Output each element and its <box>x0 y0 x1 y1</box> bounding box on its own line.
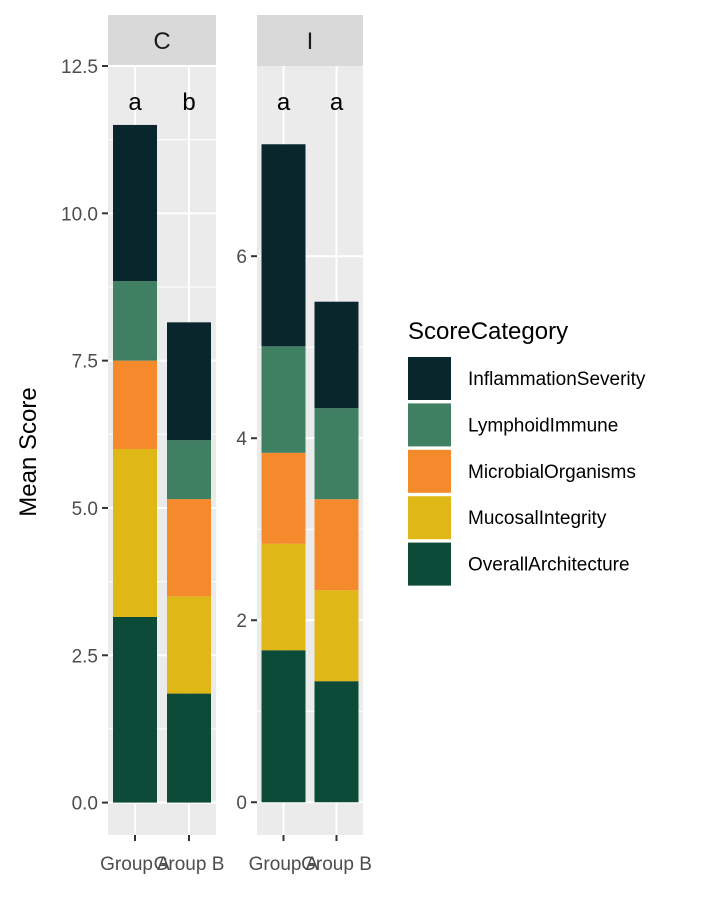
y-tick-label: 4 <box>236 429 247 450</box>
legend-key-MicrobialOrganisms <box>408 449 451 493</box>
y-tick-label: 10.0 <box>61 204 98 225</box>
bar-MucosalIntegrity-Group-B <box>167 596 211 694</box>
y-axis-label: Mean Score <box>15 387 42 516</box>
x-tick-label: Group A <box>100 854 170 875</box>
bar-MicrobialOrganisms-Group-A <box>261 452 306 544</box>
bar-MicrobialOrganisms-Group-B <box>314 499 359 591</box>
legend-key-MucosalIntegrity <box>408 496 451 540</box>
facet-strip <box>108 15 216 66</box>
legend-key-LymphoidImmune <box>408 403 451 447</box>
bar-MicrobialOrganisms-Group-B <box>167 499 211 597</box>
bar-InflammationSeverity-Group-B <box>314 301 359 409</box>
bar-MucosalIntegrity-Group-B <box>314 590 359 682</box>
y-tick-label: 5.0 <box>72 499 98 520</box>
bar-MucosalIntegrity-Group-A <box>113 449 157 617</box>
bar-LymphoidImmune-Group-A <box>113 281 157 361</box>
y-tick-label: 0.0 <box>72 794 98 815</box>
legend-label-LymphoidImmune: LymphoidImmune <box>468 415 618 436</box>
bar-OverallArchitecture-Group-B <box>167 693 211 803</box>
y-tick-label: 0 <box>236 793 247 814</box>
bar-OverallArchitecture-Group-B <box>314 681 359 803</box>
y-tick-label: 2 <box>236 611 247 632</box>
bar-InflammationSeverity-Group-B <box>167 322 211 441</box>
x-tick-label: Group B <box>154 854 225 875</box>
bar-OverallArchitecture-Group-A <box>113 616 157 803</box>
significance-letter: a <box>277 89 291 116</box>
significance-letter: a <box>128 89 142 116</box>
legend-title: ScoreCategory <box>408 318 568 345</box>
x-tick-label: Group A <box>249 854 319 875</box>
facet-strip-label: C <box>153 28 170 55</box>
legend-key-OverallArchitecture <box>408 542 451 586</box>
x-tick-label: Group B <box>301 854 372 875</box>
significance-letter: a <box>330 89 344 116</box>
bar-LymphoidImmune-Group-B <box>167 440 211 500</box>
y-tick-label: 2.5 <box>72 646 98 667</box>
y-tick-label: 7.5 <box>72 352 98 373</box>
bar-LymphoidImmune-Group-B <box>314 408 359 500</box>
significance-letter: b <box>182 89 195 116</box>
facet-strip-label: I <box>307 28 314 55</box>
bar-MucosalIntegrity-Group-A <box>261 543 306 651</box>
legend-label-MucosalIntegrity: MucosalIntegrity <box>468 508 607 529</box>
y-tick-label: 12.5 <box>61 57 98 78</box>
y-tick-label: 6 <box>236 247 247 268</box>
legend-label-OverallArchitecture: OverallArchitecture <box>468 555 630 576</box>
facet-strip <box>257 15 363 66</box>
bar-InflammationSeverity-Group-A <box>113 124 157 282</box>
bar-MicrobialOrganisms-Group-A <box>113 360 157 450</box>
bar-InflammationSeverity-Group-A <box>261 144 306 347</box>
legend: ScoreCategory InflammationSeverity Lymphoi… <box>408 318 646 586</box>
legend-key-InflammationSeverity <box>408 357 451 400</box>
legend-label-MicrobialOrganisms: MicrobialOrganisms <box>468 462 636 483</box>
bar-OverallArchitecture-Group-A <box>261 650 306 803</box>
legend-label-InflammationSeverity: InflammationSeverity <box>468 369 646 390</box>
bar-LymphoidImmune-Group-A <box>261 346 306 453</box>
